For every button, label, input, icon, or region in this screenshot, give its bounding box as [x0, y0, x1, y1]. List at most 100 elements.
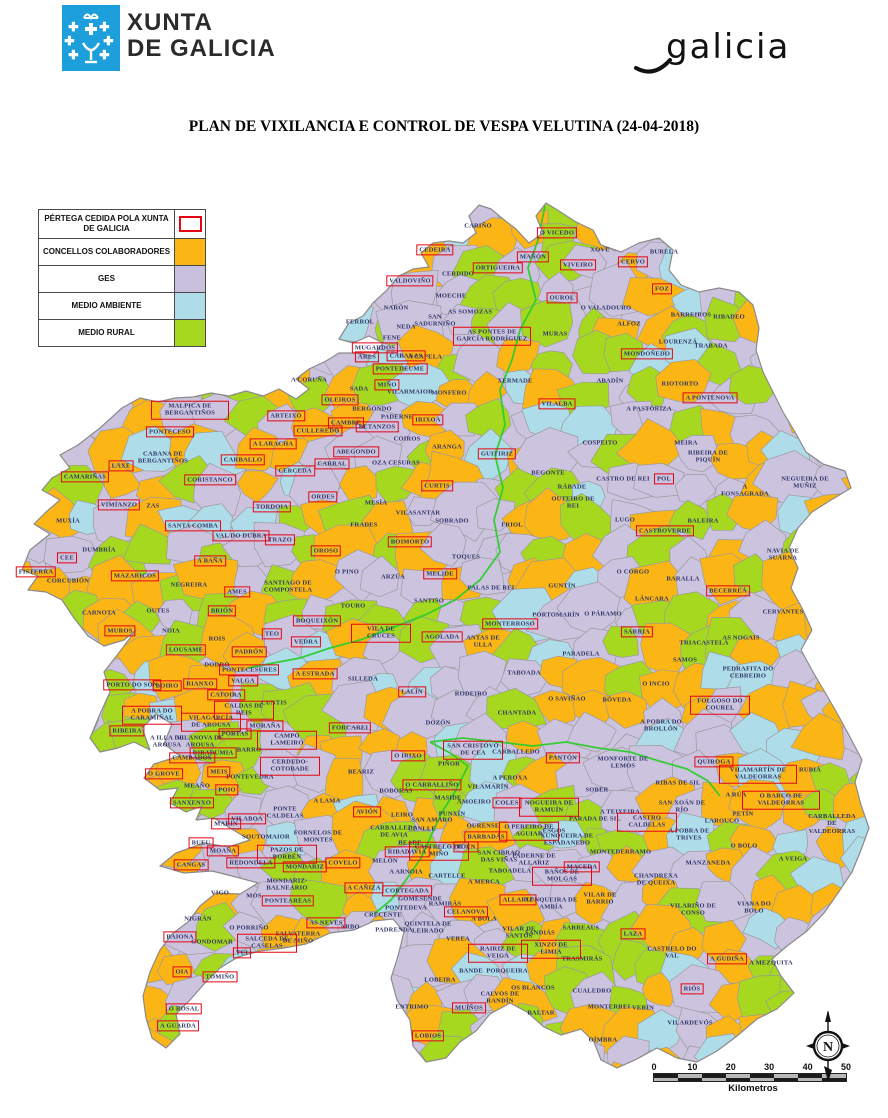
map-label-manzaneda: MANZANEDA: [685, 859, 731, 867]
map-label-vilanova-de-arousa: VILANOVA DE AROUSA: [176, 734, 224, 749]
map-label-paradela: PARADELA: [562, 650, 600, 658]
map-label-triacastela: TRIACASTELA: [679, 639, 729, 647]
map-label-mel-n: MELÓN: [372, 857, 398, 865]
map-label-as-somozas: AS SOMOZAS: [447, 308, 493, 316]
map-label-l-ncara: LÁNCARA: [635, 595, 669, 603]
map-label-abad-n: ABADÍN: [596, 377, 624, 385]
map-label-culleredo: CULLEREDO: [293, 425, 343, 437]
map-label-santiago-de-compostela: SANTIAGO DE COMPOSTELA: [263, 579, 313, 594]
scale-tick-50: 50: [840, 1062, 852, 1072]
compass-circle: [812, 1030, 844, 1062]
map-label-pontevedra: PONTEVEDRA: [226, 773, 274, 781]
map-label-muras: MURAS: [542, 330, 568, 338]
map-label-cualedro: CUALEDRO: [572, 987, 612, 995]
legend-swatch: [174, 266, 205, 292]
municipality-cell: [359, 555, 400, 598]
map-label-to-n: TOÉN: [453, 841, 479, 853]
compass-north-needle: [825, 1010, 831, 1022]
map-label-chandrexa-de-queixa: CHANDREXA DE QUEIXA: [633, 872, 679, 887]
xunta-de-galicia-logo: [62, 5, 120, 71]
map-label-o-corgo: O CORGO: [616, 568, 650, 576]
municipality-cell: [375, 465, 417, 504]
compass-rose: N: [806, 1010, 850, 1082]
municipality-cell: [674, 434, 719, 473]
map-label-o-incio: O INCIO: [642, 680, 670, 688]
map-label-samos: SAMOS: [672, 656, 698, 664]
map-label-oroso: OROSO: [310, 545, 342, 557]
map-label-valga: VALGA: [228, 675, 258, 687]
galicia-brand-logo: galicia: [634, 27, 788, 74]
map-label-ourol: OUROL: [546, 292, 578, 304]
map-label-a-fonsagrada: A FONSAGRADA: [721, 483, 769, 498]
map-label-esgos: ESGOS: [542, 827, 566, 835]
scale-segment: [822, 1074, 846, 1078]
province-border-pontevedra-ourense: [373, 741, 470, 915]
map-label-o-barco-de-valdeorras: O BARCO DE VALDEORRAS: [742, 790, 820, 810]
map-label-a-ba-a: A BAÑA: [194, 555, 226, 567]
map-label-vila-de-cruces: VILA DE CRUCES: [351, 623, 411, 643]
map-label-porqueira: PORQUEIRA: [486, 967, 528, 975]
map-label-ribas-de-sil: RIBAS DE SIL: [655, 779, 701, 787]
map-label-taboadela: TABOADELA: [488, 867, 532, 875]
municipality-cell: [237, 470, 279, 504]
scale-segment: [822, 1077, 846, 1081]
map-label-carballo: CARBALLO: [220, 454, 266, 466]
map-label-os-blancos: OS BLANCOS: [511, 984, 555, 992]
map-label-cerceda: CERCEDA: [275, 465, 315, 477]
map-label-folgoso-do-courel: FOLGOSO DO COUREL: [690, 695, 750, 715]
map-label-beariz: BEARIZ: [347, 768, 375, 776]
map-label-monfero: MONFERO: [431, 389, 467, 397]
map-label-mondariz: MONDARIZ: [282, 861, 328, 873]
map-label-coiros: COIROS: [393, 435, 421, 443]
map-label-oia: OIA: [172, 966, 192, 978]
map-label-larouco: LAROUCO: [704, 817, 740, 825]
map-label-negreira: NEGREIRA: [170, 581, 208, 589]
map-label-portomar-n: PORTOMARÍN: [532, 611, 580, 619]
map-label-lugo: LUGO: [615, 516, 635, 524]
map-label-a-teixeira: A TEIXEIRA: [600, 808, 640, 816]
scale-tick-30: 30: [764, 1062, 775, 1072]
scale-unit-label: Kilometros: [728, 1083, 778, 1094]
map-label-as-nogais: AS NOGAIS: [722, 634, 760, 642]
map-label-ri-s: RIÓS: [680, 983, 704, 995]
map-label-ponteareas: PONTEAREAS: [261, 895, 315, 907]
map-label-caldas-de-reis: CALDAS DE REIS: [214, 700, 274, 720]
map-label-as-pontes-de-garc-a-rodr-guez: AS PONTES DE GARCÍA RODRÍGUEZ: [453, 326, 531, 346]
map-label-porto-do-son: PORTO DO SON: [103, 679, 161, 691]
map-label-dumbr-a: DUMBRÍA: [82, 546, 116, 554]
map-label-cangas: CANGAS: [173, 859, 209, 871]
province-border-coruna-lugo: [247, 205, 546, 669]
map-label-vilamart-n-de-valdeorras: VILAMARTÍN DE VALDEORRAS: [719, 764, 797, 784]
map-label-mos: MOS: [246, 892, 262, 900]
map-label-bobor-s: BOBORÁS: [379, 787, 413, 795]
map-label-carballeda-de-avia: CARBALLEDA DE AVIA: [370, 824, 418, 839]
map-label-padrenda: PADRENDA: [375, 926, 413, 934]
map-label-a-pastoriza: A PASTORIZA: [626, 405, 672, 413]
map-label-palas-de-rei: PALAS DE REI: [467, 584, 515, 592]
map-label-baiona: BAIONA: [163, 931, 197, 943]
map-label-a-pobra-do-carami-al: A POBRA DO CARAMIÑAL: [122, 705, 182, 725]
map-label-paderne-de-allariz: PADERNE DE ALLARIZ: [512, 852, 556, 867]
legend-row-medio-rural: MEDIO RURAL: [39, 320, 205, 346]
map-label-mux-a: MUXÍA: [56, 517, 80, 525]
map-label-barbad-s: BARBADÁS: [464, 831, 508, 843]
map-label-a-guarda: A GUARDA: [156, 1020, 200, 1032]
map-label-viana-do-bolo: VIANA DO BOLO: [737, 900, 771, 915]
map-label-vigo: VIGO: [210, 889, 230, 897]
map-label-mes-a: MESÍA: [364, 499, 388, 507]
map-label-verea: VEREA: [446, 935, 470, 943]
map-label-fornelos-de-montes: FORNELOS DE MONTES: [293, 829, 343, 844]
map-label-sober: SOBER: [585, 786, 609, 794]
map-label-o-vicedo: O VICEDO: [536, 227, 578, 239]
map-label-tui: TUI: [232, 947, 252, 959]
map-label-r-bade: RÁBADE: [557, 483, 587, 491]
map-label-val-do-dubra: VAL DO DUBRA: [212, 530, 270, 542]
map-label-boimorto: BOIMORTO: [387, 536, 433, 548]
map-label-baltar: BALTAR: [527, 1009, 555, 1017]
map-label-castrelo-do-val: CASTRELO DO VAL: [647, 945, 697, 960]
map-label-salceda-de-caselas: SALCEDA DE CASELAS: [237, 933, 297, 953]
map-label-barro: BARRO: [236, 746, 262, 754]
map-label-sada: SADA: [349, 385, 369, 393]
